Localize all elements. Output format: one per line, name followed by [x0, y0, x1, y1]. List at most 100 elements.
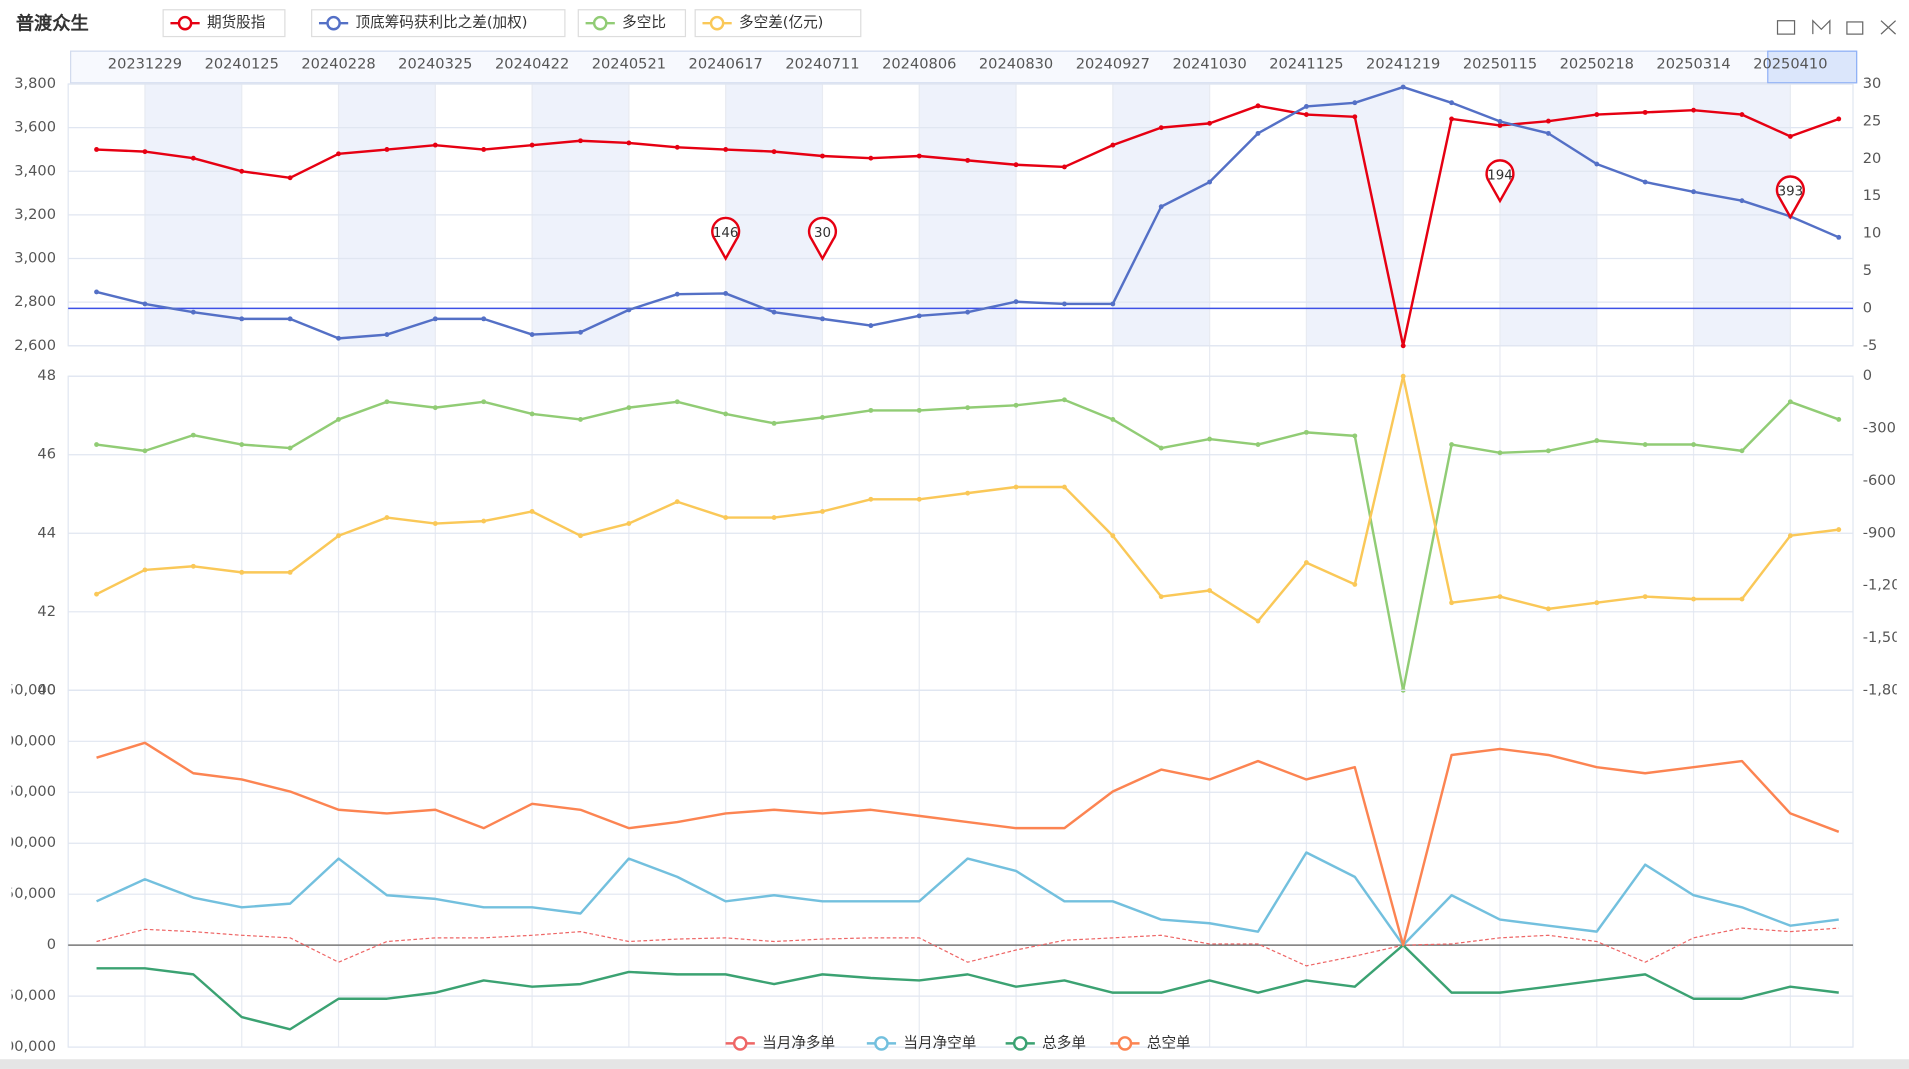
point: [1642, 179, 1648, 185]
legend-item[interactable]: 总空单: [1110, 1034, 1191, 1051]
point: [1449, 442, 1455, 447]
y-tick-label: 100,000: [0, 834, 56, 851]
point: [723, 291, 729, 296]
x-tick-label: 20240521: [592, 56, 666, 73]
pin-label: 30: [814, 226, 831, 241]
point: [1545, 448, 1551, 454]
point: [1594, 112, 1600, 118]
point: [384, 515, 390, 521]
point: [384, 399, 390, 405]
point: [190, 432, 196, 438]
x-tick-label: 20240927: [1076, 56, 1150, 73]
point: [94, 289, 99, 295]
y-tick-label: 3,000: [14, 250, 56, 267]
y-tick-label: 50,000: [5, 885, 56, 902]
x-tick-label: 20240228: [301, 56, 375, 73]
point: [771, 309, 777, 315]
legend-item[interactable]: 当月净空单: [866, 1034, 977, 1051]
point: [1691, 107, 1697, 113]
legend-label: 总空单: [1147, 1034, 1191, 1051]
legend-label: 当月净空单: [903, 1034, 976, 1051]
point: [481, 316, 487, 322]
legend-item[interactable]: 期货股指: [162, 9, 286, 38]
point: [916, 496, 922, 502]
y-tick-label: -50,000: [0, 987, 56, 1004]
y-tick-label: 250,000: [0, 681, 56, 698]
y-tick-label: 2,600: [14, 337, 56, 354]
point: [674, 144, 680, 150]
y2-tick-label: 5: [1863, 262, 1872, 279]
pin-label: 393: [1778, 185, 1804, 200]
save-icon[interactable]: [1880, 20, 1897, 35]
legend-item[interactable]: 顶底筹码获利比之差(加权): [311, 9, 566, 38]
point: [723, 411, 729, 417]
point: [1594, 161, 1600, 167]
point: [868, 155, 874, 161]
y2-tick-label: 0: [1863, 299, 1872, 316]
legend-label: 期货股指: [207, 14, 265, 31]
pin: [1775, 175, 1805, 220]
x-tick-label: 20240422: [495, 56, 569, 73]
y2-tick-label: 15: [1863, 187, 1882, 204]
zoom-handle[interactable]: [1767, 50, 1858, 84]
x-tick-label: 20241219: [1366, 56, 1440, 73]
point: [1739, 448, 1745, 454]
point: [481, 147, 487, 152]
point: [820, 509, 825, 514]
zoom-icon[interactable]: [1776, 20, 1796, 35]
point: [1255, 442, 1261, 447]
legend-swatch: [874, 1036, 889, 1051]
point: [94, 442, 99, 447]
legend-item[interactable]: 多空比: [577, 9, 687, 38]
point: [1787, 533, 1793, 539]
point: [1158, 594, 1164, 600]
x-tick-label: 20240806: [882, 56, 956, 73]
point: [1207, 120, 1213, 126]
point: [1303, 112, 1309, 118]
zoom-track[interactable]: [70, 50, 1858, 84]
point: [239, 168, 245, 174]
y2-tick-label: -5: [1863, 337, 1878, 354]
point: [336, 151, 341, 157]
y-tick-label: 42: [37, 603, 56, 620]
data-zoom[interactable]: [70, 50, 1858, 84]
point: [142, 301, 148, 307]
point: [916, 153, 922, 159]
series-line: [96, 927, 1839, 967]
restore-icon[interactable]: [1846, 21, 1864, 35]
point: [142, 567, 148, 573]
pin: [711, 216, 741, 262]
y-tick-label: 44: [37, 524, 56, 541]
legend-box: [311, 9, 566, 38]
scrollbar[interactable]: [0, 1059, 1909, 1069]
y2-tick-label: -1,800: [1863, 681, 1909, 698]
pin: [807, 216, 838, 262]
point: [916, 407, 922, 413]
point: [94, 147, 99, 152]
legend-item[interactable]: 多空差(亿元): [694, 9, 862, 38]
zoom-back-icon[interactable]: [1812, 19, 1831, 35]
point: [1303, 104, 1309, 109]
point: [1594, 438, 1600, 444]
y2-tick-label: 0: [1863, 367, 1872, 384]
point: [626, 405, 632, 411]
x-tick-label: 20241030: [1172, 56, 1246, 73]
point: [1158, 445, 1164, 451]
point: [190, 309, 196, 315]
point: [287, 445, 293, 451]
point: [1449, 100, 1455, 106]
legend-label: 当月净多单: [762, 1034, 835, 1051]
x-tick-label: 20240325: [398, 56, 472, 73]
legend-item[interactable]: 总多单: [1005, 1034, 1086, 1051]
x-tick-label: 20250218: [1560, 56, 1634, 73]
legend-swatch: [709, 15, 725, 31]
toolbar[interactable]: [1776, 19, 1897, 35]
legend-swatch: [592, 15, 608, 31]
point: [1158, 125, 1164, 131]
point: [1303, 429, 1309, 435]
point: [1158, 204, 1164, 210]
point: [1836, 116, 1842, 122]
point: [626, 140, 632, 146]
legend-item[interactable]: 当月净多单: [725, 1034, 836, 1051]
